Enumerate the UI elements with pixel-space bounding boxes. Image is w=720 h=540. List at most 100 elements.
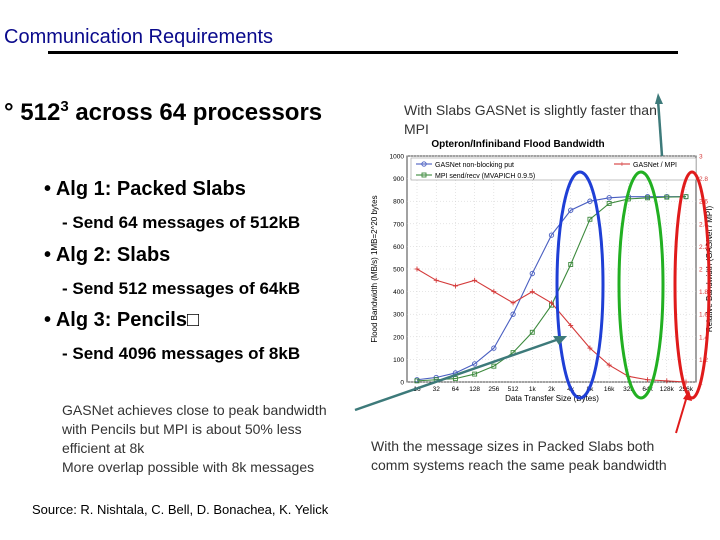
headline: ° 5123 across 64 processors [4, 98, 322, 127]
note-top-right: With Slabs GASNet is slightly faster tha… [404, 101, 657, 139]
x-tick-label: 2k [548, 386, 556, 393]
y-tick-label: 0 [400, 380, 404, 387]
data-point [529, 289, 535, 295]
note-bottom-left-line: efficient at 8k [62, 440, 145, 456]
headline-exponent: 3 [60, 98, 69, 115]
y2-tick-label: 1.4 [699, 334, 708, 341]
y-tick-label: 800 [393, 199, 404, 206]
note-top-right-line: MPI [404, 121, 429, 137]
y-tick-label: 200 [393, 334, 404, 341]
series-line [416, 196, 686, 381]
x-tick-label: 64 [452, 386, 460, 393]
legend-label-gasnet: GASNet non-blocking put [435, 162, 514, 169]
legend-marker-mpi [421, 172, 427, 178]
ellipse-blue-pencils [555, 170, 605, 400]
x-axis-label: Data Transfer Size (Bytes) [505, 394, 599, 403]
data-point [683, 194, 689, 200]
y-tick-label: 400 [393, 289, 404, 296]
y-tick-label: 600 [393, 244, 404, 251]
y2-tick-label: 2.2 [699, 244, 708, 251]
y2-tick-label: 2.4 [699, 221, 708, 228]
data-point [587, 216, 593, 222]
y2-tick-label: 1.6 [699, 312, 708, 319]
data-point [414, 266, 420, 272]
data-point [414, 378, 420, 384]
arrow-slabs-head [655, 93, 663, 104]
data-point [606, 201, 612, 206]
data-point [491, 363, 497, 369]
data-point [606, 362, 612, 368]
x-tick-label: 16k [604, 386, 615, 393]
data-point [549, 300, 554, 306]
bullet-alg3: • Alg 3: Pencils□ [44, 309, 199, 332]
bullet-alg2: • Alg 2: Slabs [44, 244, 171, 266]
note-bottom-left-line: More overlap possible with 8k messages [62, 459, 315, 475]
data-point [568, 207, 574, 213]
x-tick-label: 512 [508, 386, 519, 393]
y-tick-label: 300 [393, 312, 404, 319]
data-point [471, 361, 478, 367]
arrow-pencils [354, 336, 563, 412]
data-point [548, 232, 555, 238]
y-axis-label: Flood Bandwidth (MB/s) 1MB=2^20 bytes [370, 195, 379, 342]
data-point [587, 198, 593, 204]
x-tick-label: 128 [469, 386, 480, 393]
y2-tick-label: 2 [699, 267, 703, 274]
y-tick-label: 500 [393, 267, 404, 274]
chart-title: Opteron/Infiniband Flood Bandwidth [431, 139, 604, 150]
x-tick-label: 1k [529, 386, 537, 393]
data-point [433, 277, 439, 283]
data-point [472, 371, 478, 377]
headline-suffix: across 64 processors [68, 99, 323, 126]
data-point [491, 289, 497, 295]
y-tick-label: 100 [393, 357, 404, 364]
data-point [510, 300, 516, 306]
data-point [529, 270, 535, 277]
bullet-alg3-label: • Alg 3: Pencils [44, 309, 187, 331]
data-point [491, 345, 497, 351]
data-point [645, 377, 651, 383]
ellipse-green-slabs [617, 170, 665, 400]
arrow-pencils-head [553, 336, 567, 345]
bandwidth-chart: Opteron/Infiniband Flood Bandwidth 0 100 2… [370, 139, 714, 403]
sub-alg1: - Send 64 messages of 512kB [62, 213, 301, 232]
y-axis-ticks: 0 100 200 300 400 500 600 700 800 900 1000 [390, 154, 405, 387]
y-tick-label: 1000 [390, 154, 405, 161]
data-point [452, 283, 458, 289]
title-underline [48, 51, 678, 54]
missing-glyph-box: □ [186, 309, 200, 331]
data-point [510, 311, 516, 317]
note-bottom-right: With the message sizes in Packed Slabs b… [371, 437, 667, 475]
data-point [452, 376, 458, 382]
data-point [568, 262, 574, 267]
legend-marker-ratio: + [620, 160, 625, 169]
slide-title: Communication Requirements [4, 26, 274, 48]
note-top-right-line: With Slabs GASNet is slightly faster tha… [404, 102, 657, 118]
data-point [472, 277, 478, 283]
data-point [568, 323, 574, 328]
x-tick-label: 256 [488, 386, 499, 393]
y2-tick-label: 3 [699, 154, 703, 161]
note-bottom-right-line: comm systems reach the same peak bandwid… [371, 457, 667, 473]
x-tick-label: 32k [623, 386, 634, 393]
data-point [664, 378, 670, 384]
arrow-slabs [656, 99, 664, 157]
data-point [587, 345, 593, 351]
note-bottom-left: GASNet achieves close to peak bandwidth … [62, 401, 327, 477]
legend-label-ratio: GASNet / MPI [633, 162, 677, 169]
data-point [664, 194, 670, 200]
x-tick-label: 128k [660, 386, 675, 393]
sub-alg2: - Send 512 messages of 64kB [62, 279, 301, 298]
legend-label-mpi: MPI send/recv (MVAPICH 0.9.5) [435, 173, 535, 180]
y-tick-label: 900 [393, 176, 404, 183]
y-tick-label: 700 [393, 221, 404, 228]
note-bottom-left-line: GASNet achieves close to peak bandwidth [62, 402, 327, 418]
data-point [606, 195, 612, 201]
data-point [529, 329, 535, 335]
sub-alg3: - Send 4096 messages of 8kB [62, 344, 301, 363]
headline-prefix: ° 512 [4, 99, 61, 126]
legend-marker-gasnet [421, 161, 427, 167]
chart-legend: GASNet non-blocking put MPI send/recv (M… [410, 157, 697, 181]
ellipse-red-packed-slabs [673, 170, 711, 400]
